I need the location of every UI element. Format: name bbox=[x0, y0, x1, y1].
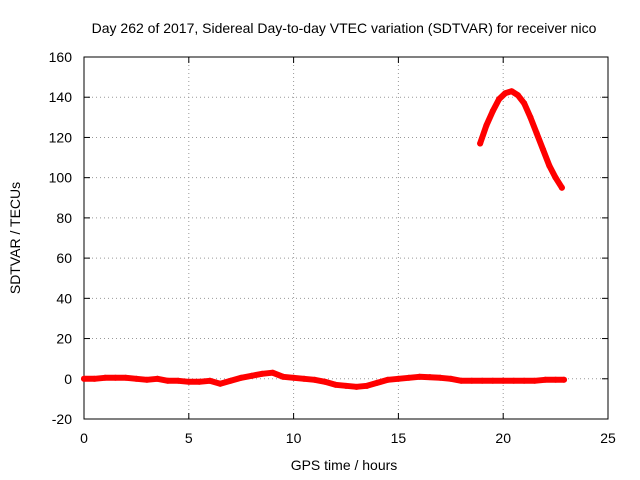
data-point bbox=[280, 373, 287, 380]
data-point bbox=[259, 370, 266, 377]
data-point bbox=[395, 375, 402, 382]
x-tick-label: 0 bbox=[80, 430, 88, 446]
data-point bbox=[540, 146, 547, 153]
data-point bbox=[437, 374, 444, 381]
data-point bbox=[521, 377, 528, 384]
y-tick-label: 160 bbox=[49, 49, 73, 65]
data-point bbox=[405, 374, 412, 381]
plot-frame bbox=[83, 56, 609, 420]
data-point bbox=[458, 377, 465, 384]
x-tick-label: 25 bbox=[600, 430, 616, 446]
data-point bbox=[112, 374, 119, 381]
data-point bbox=[416, 373, 423, 380]
data-point bbox=[447, 375, 454, 382]
y-tick-label: 40 bbox=[56, 290, 72, 306]
data-point bbox=[217, 380, 224, 387]
data-point bbox=[269, 369, 276, 376]
y-tick-label: 20 bbox=[56, 331, 72, 347]
y-tick-label: 140 bbox=[49, 89, 73, 105]
data-point bbox=[527, 114, 534, 121]
data-point bbox=[290, 374, 297, 381]
data-point bbox=[500, 377, 507, 384]
data-point bbox=[311, 376, 318, 383]
data-point bbox=[353, 383, 360, 390]
data-point bbox=[384, 376, 391, 383]
y-tick-label: 0 bbox=[64, 371, 72, 387]
data-point bbox=[489, 377, 496, 384]
data-point bbox=[374, 379, 381, 386]
data-point bbox=[468, 377, 475, 384]
data-point bbox=[322, 378, 329, 385]
data-point bbox=[238, 374, 245, 381]
axis-ticks: 0 5 10 15 20 25 -20 0 20 40 60 80 100 120 140 160 bbox=[49, 49, 616, 446]
data-point bbox=[483, 122, 490, 129]
series-line-high-arc bbox=[477, 88, 565, 191]
data-point bbox=[363, 382, 370, 389]
data-point bbox=[196, 378, 203, 385]
data-point bbox=[332, 381, 339, 388]
x-axis-label: GPS time / hours bbox=[291, 457, 398, 473]
x-tick-label: 15 bbox=[391, 430, 407, 446]
data-point bbox=[143, 376, 150, 383]
data-point bbox=[531, 377, 538, 384]
data-point bbox=[343, 382, 349, 389]
data-point bbox=[521, 100, 528, 107]
data-point bbox=[101, 374, 108, 381]
y-tick-label: -20 bbox=[52, 411, 72, 427]
data-point bbox=[489, 108, 496, 115]
x-tick-label: 5 bbox=[185, 430, 193, 446]
data-point bbox=[81, 375, 87, 382]
y-axis-label: SDTVAR / TECUs bbox=[7, 182, 23, 294]
data-point bbox=[479, 377, 486, 384]
data-point bbox=[508, 88, 515, 95]
data-point bbox=[533, 130, 540, 137]
x-tick-label: 10 bbox=[286, 430, 302, 446]
y-tick-label: 80 bbox=[56, 210, 72, 226]
y-tick-label: 60 bbox=[56, 250, 72, 266]
data-point bbox=[206, 377, 213, 384]
data-point bbox=[154, 375, 161, 382]
data-point bbox=[227, 377, 234, 384]
data-series bbox=[81, 88, 567, 390]
data-point bbox=[426, 374, 433, 381]
y-tick-label: 100 bbox=[49, 170, 73, 186]
data-point bbox=[477, 140, 484, 147]
data-point bbox=[510, 377, 517, 384]
data-point bbox=[248, 372, 255, 379]
data-point bbox=[496, 96, 503, 103]
data-point bbox=[122, 374, 129, 381]
data-point bbox=[164, 377, 171, 384]
y-tick-label: 120 bbox=[49, 129, 73, 145]
data-point bbox=[91, 375, 98, 382]
data-point bbox=[175, 377, 182, 384]
data-point bbox=[558, 184, 565, 191]
data-point bbox=[552, 376, 559, 383]
data-point bbox=[514, 92, 521, 99]
data-point bbox=[133, 375, 140, 382]
data-point bbox=[185, 378, 192, 385]
x-tick-label: 20 bbox=[495, 430, 511, 446]
data-point bbox=[542, 376, 549, 383]
data-point bbox=[546, 162, 553, 169]
data-point bbox=[502, 90, 509, 97]
data-point bbox=[301, 375, 308, 382]
data-point bbox=[552, 174, 559, 181]
chart-title: Day 262 of 2017, Sidereal Day-to-day VTE… bbox=[92, 20, 597, 36]
data-point bbox=[560, 376, 567, 383]
